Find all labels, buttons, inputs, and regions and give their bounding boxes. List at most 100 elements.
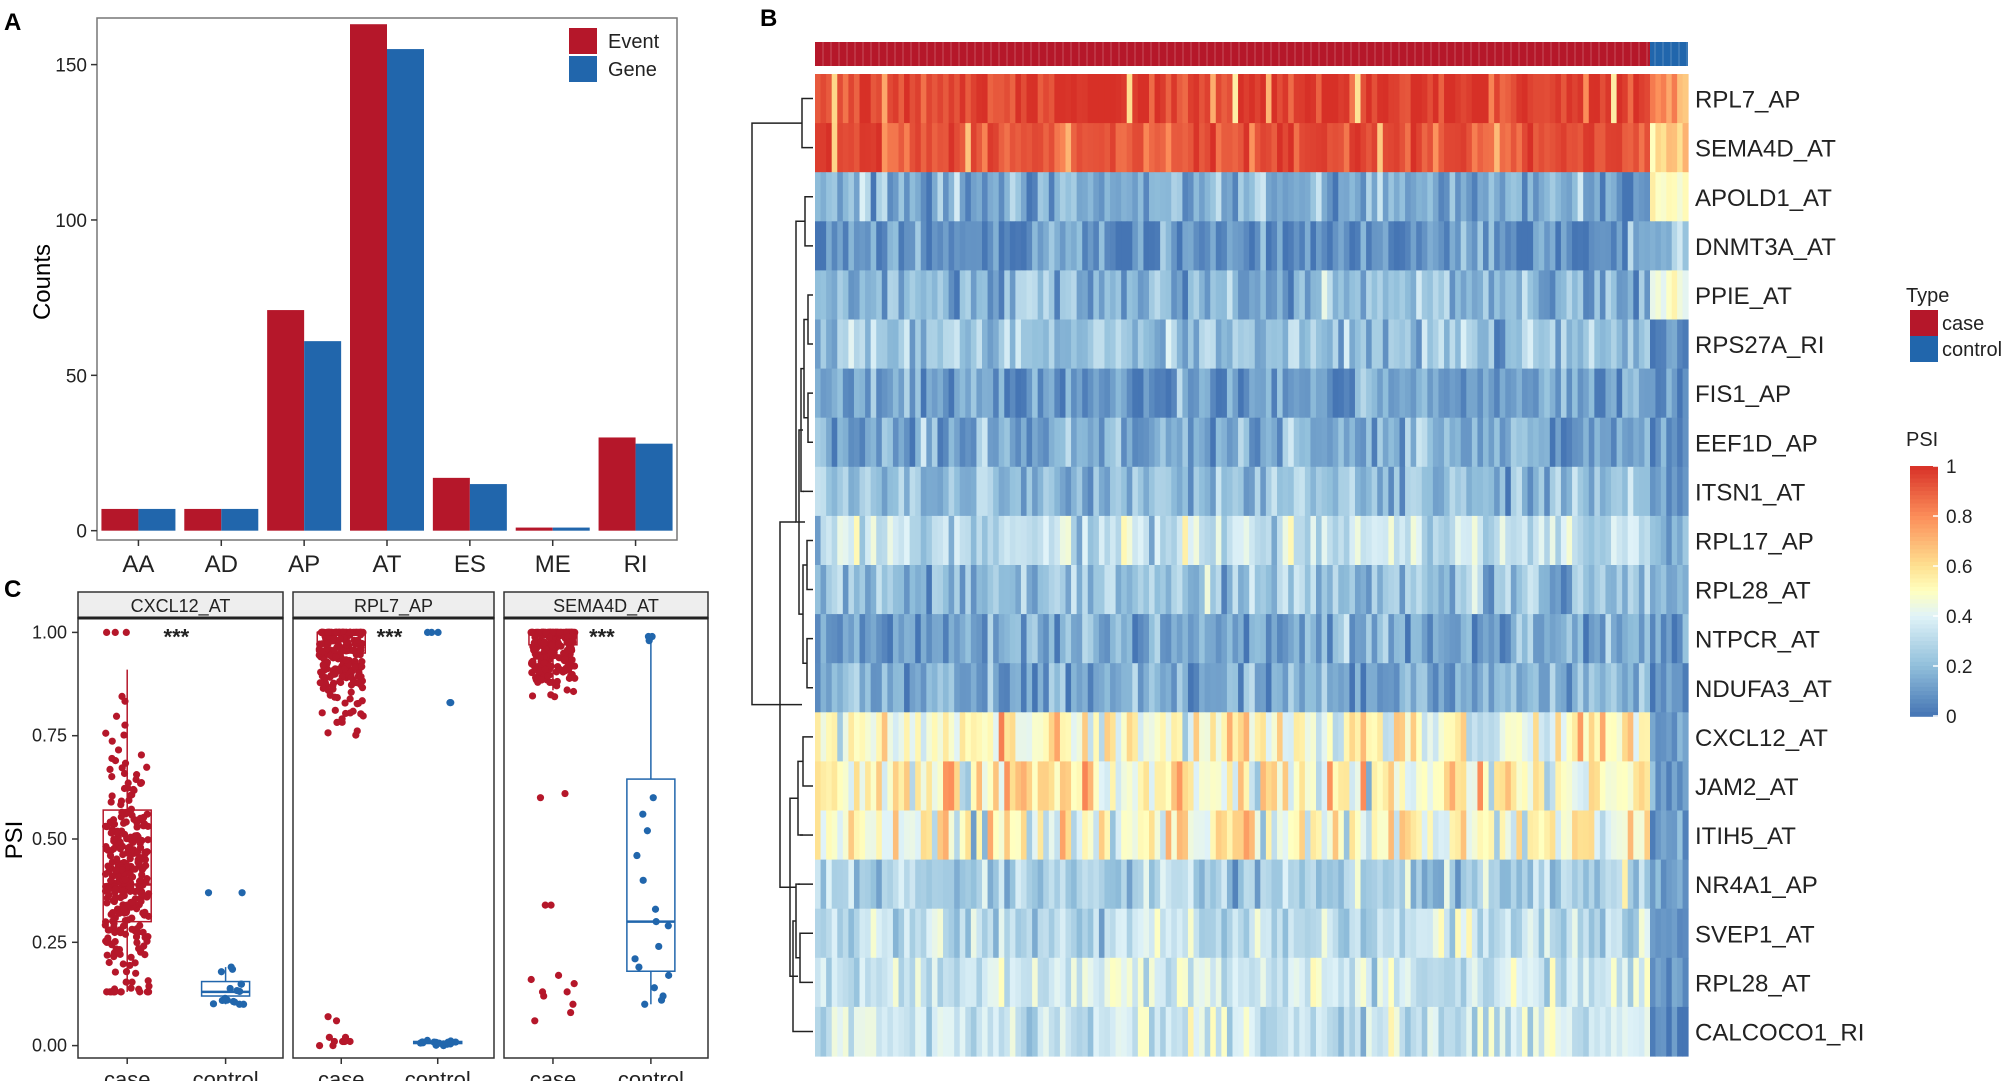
data-point-case (137, 751, 146, 759)
heatmap-cell (970, 123, 978, 173)
heatmap-cell (1599, 761, 1607, 812)
heatmap-cell (1549, 368, 1556, 419)
heatmap-cell (1054, 663, 1061, 713)
heatmap-cell (1577, 319, 1584, 370)
heatmap-cell (1293, 74, 1300, 124)
heatmap-cell (982, 957, 989, 1008)
heatmap-cell (1671, 859, 1678, 910)
heatmap-cell (920, 712, 927, 762)
heatmap-cell (859, 663, 866, 713)
data-point-case (335, 667, 343, 675)
heatmap-cell (1182, 908, 1189, 959)
heatmap-cell (1366, 466, 1373, 517)
heatmap-cell (1388, 663, 1395, 713)
heatmap-cell (1388, 908, 1395, 959)
heatmap-cell (1093, 565, 1100, 615)
heatmap-cell (826, 810, 833, 861)
heatmap-cell (898, 221, 905, 271)
heatmap-cell (1360, 712, 1367, 762)
heatmap-cell (1616, 957, 1623, 1008)
heatmap-cell (1622, 368, 1629, 419)
heatmap-cell (1560, 74, 1568, 124)
data-point-control (643, 827, 651, 835)
heatmap-cell (1349, 417, 1356, 468)
heatmap-cell (1098, 1006, 1106, 1057)
heatmap-cell (1160, 172, 1167, 222)
heatmap-cell (1249, 319, 1256, 370)
heatmap-cell (1354, 270, 1362, 321)
heatmap-cell (1009, 368, 1016, 419)
heatmap-cell (1399, 908, 1406, 959)
heatmap-cell (1093, 908, 1100, 959)
data-point-case (531, 1017, 539, 1025)
heatmap-cell (1321, 1006, 1328, 1057)
data-point-case (105, 926, 113, 934)
heatmap-cell (1032, 123, 1039, 173)
data-point-control (652, 918, 660, 926)
heatmap-cell (1655, 515, 1662, 566)
bar-gene-at (387, 49, 424, 531)
heatmap-cell (1633, 663, 1640, 713)
heatmap-cell (1282, 172, 1289, 222)
heatmap-cell (1410, 810, 1417, 861)
heatmap-cell (1121, 859, 1128, 910)
heatmap-cell (1432, 859, 1440, 910)
heatmap-cell (1243, 417, 1250, 468)
heatmap-cell (1499, 810, 1506, 861)
heatmap-cell (1104, 712, 1111, 762)
heatmap-cell (993, 1006, 1000, 1057)
heatmap-cell (820, 859, 827, 910)
heatmap-cell (1494, 319, 1501, 370)
heatmap-cell (965, 810, 972, 861)
heatmap-cell (1555, 859, 1562, 910)
heatmap-cell (820, 172, 827, 222)
heatmap-cell (1304, 663, 1312, 713)
heatmap-cell (1460, 663, 1467, 713)
heatmap-cell (1393, 417, 1401, 468)
heatmap-cell (1004, 74, 1011, 124)
heatmap-cell (1338, 515, 1345, 566)
heatmap-cell (1477, 74, 1484, 124)
c-y-tick-label: 0.25 (32, 932, 67, 952)
heatmap-cell (926, 515, 933, 566)
heatmap-cell (1176, 172, 1183, 222)
heatmap-cell (1110, 123, 1117, 173)
heatmap-cell (943, 908, 950, 959)
data-point-case (110, 988, 118, 996)
heatmap-cell (959, 957, 966, 1008)
heatmap-cell (1026, 810, 1033, 861)
heatmap-cell (1299, 859, 1306, 910)
heatmap-cell (837, 270, 844, 321)
heatmap-cell (1132, 319, 1139, 370)
heatmap-cell (1232, 859, 1239, 910)
heatmap-cell (1260, 859, 1267, 910)
heatmap-cell (1020, 319, 1028, 370)
heatmap-cell (1405, 123, 1412, 173)
type-legend-label-control: control (1942, 339, 2002, 361)
heatmap-cell (1332, 466, 1339, 517)
heatmap-cell (1048, 565, 1055, 615)
heatmap-cell (1494, 368, 1501, 419)
heatmap-cell (1132, 221, 1139, 271)
heatmap-cell (1154, 614, 1161, 664)
heatmap-cell (831, 761, 838, 812)
row-label: EEF1D_AP (1695, 430, 1818, 457)
heatmap-cell (1171, 466, 1178, 517)
heatmap-cell (1572, 908, 1579, 959)
heatmap-cell (1288, 172, 1295, 222)
heatmap-cell (876, 761, 883, 812)
data-point-case (358, 662, 366, 671)
heatmap-cell (1210, 417, 1217, 468)
heatmap-cell (1410, 417, 1417, 468)
heatmap-cell (1043, 663, 1050, 713)
heatmap-cell (1032, 270, 1039, 321)
legend-label-event: Event (608, 31, 660, 53)
heatmap-cell (1388, 515, 1395, 566)
heatmap-cell (1616, 859, 1623, 910)
heatmap-cell (1338, 270, 1345, 321)
heatmap-cell (1527, 270, 1534, 321)
heatmap-cell (1054, 957, 1061, 1008)
heatmap-cell (937, 614, 944, 664)
heatmap-cell (1015, 270, 1022, 321)
heatmap-cell (904, 466, 911, 517)
